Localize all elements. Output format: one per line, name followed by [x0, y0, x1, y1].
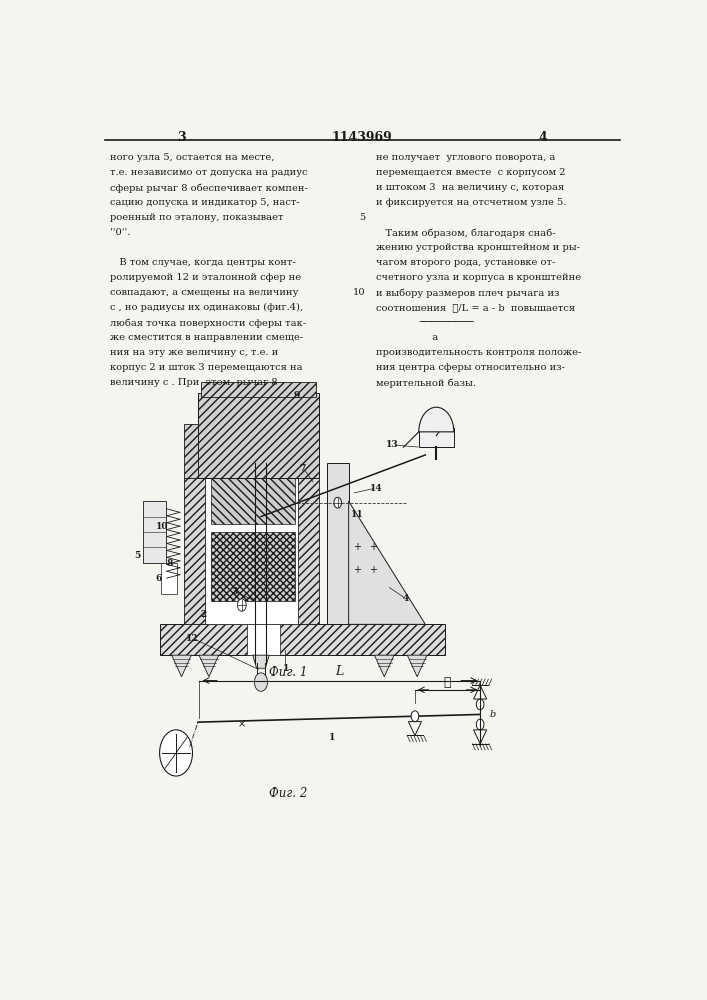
Bar	[160, 563, 177, 594]
Text: 8: 8	[166, 559, 173, 568]
Text: мерительной базы.: мерительной базы.	[376, 378, 476, 388]
Polygon shape	[407, 655, 427, 677]
Text: 6: 6	[156, 574, 162, 583]
Text: не получает  углового поворота, а: не получает углового поворота, а	[376, 153, 556, 162]
Text: соотношения  ℓ/L = a - b  повышается: соотношения ℓ/L = a - b повышается	[376, 303, 575, 312]
Text: a: a	[376, 333, 438, 342]
Text: 5: 5	[134, 551, 141, 560]
Text: +: +	[353, 542, 361, 552]
Text: L: L	[335, 665, 343, 678]
Text: 1143969: 1143969	[332, 131, 392, 144]
Text: совпадают, а смещены на величину: совпадают, а смещены на величину	[110, 288, 298, 297]
Text: +: +	[353, 565, 361, 575]
Text: +: +	[369, 565, 378, 575]
Text: 4: 4	[403, 594, 409, 603]
Text: 7: 7	[299, 464, 305, 473]
Bar	[144, 501, 166, 563]
Circle shape	[255, 673, 267, 691]
Text: 3: 3	[231, 587, 238, 596]
Text: 14: 14	[370, 484, 382, 493]
Text: ного узла 5, остается на месте,: ного узла 5, остается на месте,	[110, 153, 274, 162]
Text: ''0''.: ''0''.	[110, 228, 131, 237]
Circle shape	[334, 497, 341, 508]
Text: сферы рычаг 8 обеспечивает компен-: сферы рычаг 8 обеспечивает компен-	[110, 183, 308, 193]
Text: 1: 1	[282, 664, 289, 673]
Text: 3: 3	[177, 131, 186, 144]
Circle shape	[411, 711, 419, 722]
Text: b: b	[490, 710, 496, 719]
Bar	[327, 463, 349, 624]
Text: Фиг. 1: Фиг. 1	[269, 666, 308, 679]
Circle shape	[160, 730, 192, 776]
Text: с , но радиусы их одинаковы (фиг.4),: с , но радиусы их одинаковы (фиг.4),	[110, 303, 303, 312]
Text: В том случае, когда центры конт-: В том случае, когда центры конт-	[110, 258, 296, 267]
Bar	[298, 478, 319, 624]
Text: и штоком 3  на величину с, которая: и штоком 3 на величину с, которая	[376, 183, 564, 192]
Text: 12: 12	[186, 634, 199, 643]
Bar	[185, 478, 205, 624]
Text: 1: 1	[329, 733, 335, 742]
Text: 5: 5	[359, 213, 365, 222]
Bar	[205, 478, 298, 624]
Text: производительность контроля положе-: производительность контроля положе-	[376, 348, 581, 357]
Text: корпус 2 и шток 3 перемещаются на: корпус 2 и шток 3 перемещаются на	[110, 363, 303, 372]
Bar	[198, 393, 319, 478]
Text: и выбору размеров плеч рычага из: и выбору размеров плеч рычага из	[376, 288, 559, 298]
Text: Таким образом, благодаря снаб-: Таким образом, благодаря снаб-	[376, 228, 556, 238]
Text: +: +	[369, 542, 378, 552]
Text: Фиг. 2: Фиг. 2	[269, 787, 308, 800]
Polygon shape	[375, 655, 394, 677]
Bar	[211, 532, 295, 601]
Polygon shape	[199, 655, 218, 677]
Polygon shape	[349, 501, 426, 624]
Bar	[419, 428, 454, 447]
Bar	[201, 382, 316, 397]
Text: же сместится в направлении смеще-: же сместится в направлении смеще-	[110, 333, 303, 342]
Text: и фиксируется на отсчетном узле 5.: и фиксируется на отсчетном узле 5.	[376, 198, 566, 207]
Text: ℓ: ℓ	[444, 676, 451, 689]
Text: 4: 4	[539, 131, 547, 144]
Wedge shape	[419, 407, 454, 432]
Text: ния центра сферы относительно из-: ния центра сферы относительно из-	[376, 363, 565, 372]
Circle shape	[238, 599, 246, 611]
Text: чагом второго рода, установке от-: чагом второго рода, установке от-	[376, 258, 556, 267]
Bar	[160, 624, 445, 655]
Text: 2: 2	[200, 610, 206, 619]
Text: т.е. независимо от допуска на радиус: т.е. независимо от допуска на радиус	[110, 168, 308, 177]
Polygon shape	[172, 655, 192, 677]
Text: роенный по эталону, показывает: роенный по эталону, показывает	[110, 213, 284, 222]
Text: 10: 10	[156, 522, 168, 531]
Polygon shape	[253, 655, 269, 668]
Circle shape	[477, 719, 484, 730]
Circle shape	[477, 699, 484, 710]
Text: ния на эту же величину с, т.е. и: ния на эту же величину с, т.е. и	[110, 348, 279, 357]
Bar	[185, 424, 198, 478]
Text: перемещается вместе  с корпусом 2: перемещается вместе с корпусом 2	[376, 168, 566, 177]
Text: 9: 9	[293, 391, 300, 400]
Text: 13: 13	[386, 440, 399, 449]
Text: 10: 10	[353, 288, 365, 297]
Text: жению устройства кронштейном и ры-: жению устройства кронштейном и ры-	[376, 243, 580, 252]
Text: счетного узла и корпуса в кронштейне: счетного узла и корпуса в кронштейне	[376, 273, 581, 282]
Text: величину с . При  этом  рычаг 8: величину с . При этом рычаг 8	[110, 378, 278, 387]
Text: сацию допуска и индикатор 5, наст-: сацию допуска и индикатор 5, наст-	[110, 198, 300, 207]
Text: ролируемой 12 и эталонной сфер не: ролируемой 12 и эталонной сфер не	[110, 273, 301, 282]
Bar	[211, 455, 295, 524]
Text: ─────────: ─────────	[376, 318, 474, 327]
Text: ×: ×	[238, 719, 246, 729]
Text: любая точка поверхности сферы так-: любая точка поверхности сферы так-	[110, 318, 306, 328]
Text: 11: 11	[351, 510, 363, 519]
Bar	[247, 624, 280, 655]
